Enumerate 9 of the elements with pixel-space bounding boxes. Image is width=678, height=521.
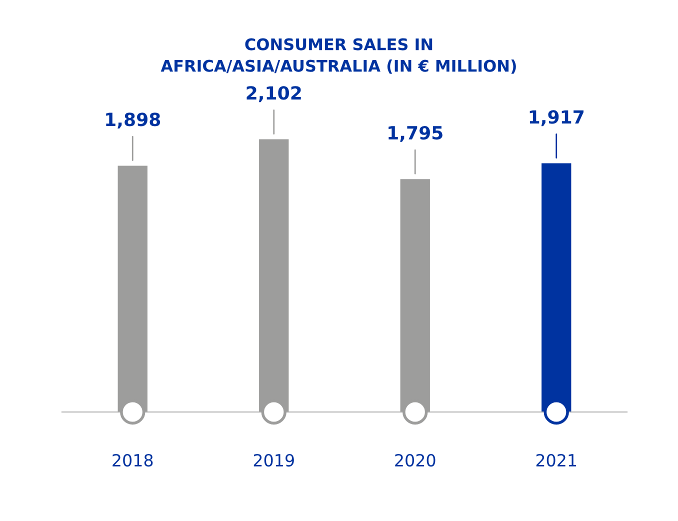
data-label: 2,102 — [246, 86, 301, 102]
x-tick-label: 2021 — [536, 454, 576, 467]
x-tick-label: 2019 — [254, 454, 294, 467]
data-label: 1,898 — [106, 112, 160, 129]
x-tick-label: 2020 — [395, 454, 436, 467]
x-tick-label: 2018 — [112, 454, 153, 467]
chart-title: CONSUMER SALES IN AFRICA/ASIA/AUSTRALIA (IN € MILLION) — [160, 38, 516, 74]
data-label: 1,917 — [530, 110, 584, 126]
data-label: 1,795 — [388, 126, 442, 142]
